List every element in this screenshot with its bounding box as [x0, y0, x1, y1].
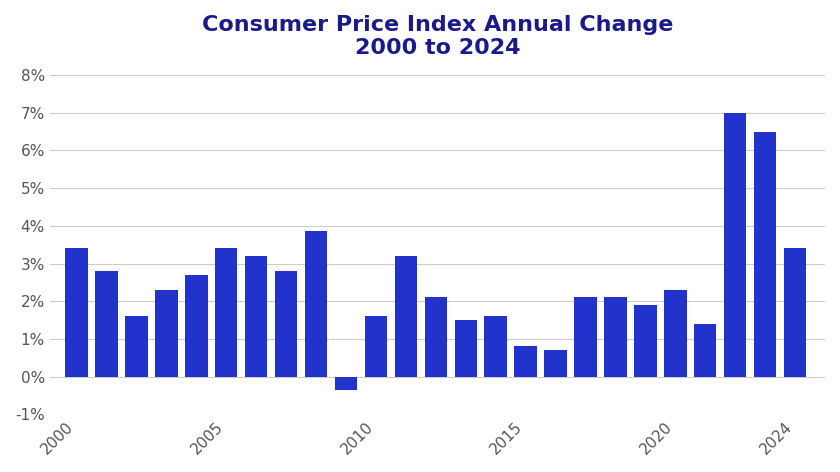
Bar	[724, 113, 747, 377]
Bar	[155, 290, 177, 377]
Bar	[544, 350, 567, 377]
Bar	[185, 275, 207, 377]
Title: Consumer Price Index Annual Change
2000 to 2024: Consumer Price Index Annual Change 2000 …	[202, 15, 673, 58]
Bar	[95, 271, 118, 377]
Bar	[305, 231, 328, 377]
Bar	[575, 297, 596, 377]
Bar	[424, 297, 447, 377]
Bar	[66, 248, 88, 377]
Bar	[753, 132, 776, 377]
Bar	[395, 256, 417, 377]
Bar	[454, 320, 477, 377]
Bar	[634, 305, 657, 377]
Bar	[784, 248, 806, 377]
Bar	[335, 377, 357, 390]
Bar	[275, 271, 297, 377]
Bar	[245, 256, 267, 377]
Bar	[365, 316, 387, 377]
Bar	[215, 248, 238, 377]
Bar	[604, 297, 627, 377]
Bar	[485, 316, 507, 377]
Bar	[125, 316, 148, 377]
Bar	[514, 346, 537, 377]
Bar	[664, 290, 686, 377]
Bar	[694, 324, 717, 377]
